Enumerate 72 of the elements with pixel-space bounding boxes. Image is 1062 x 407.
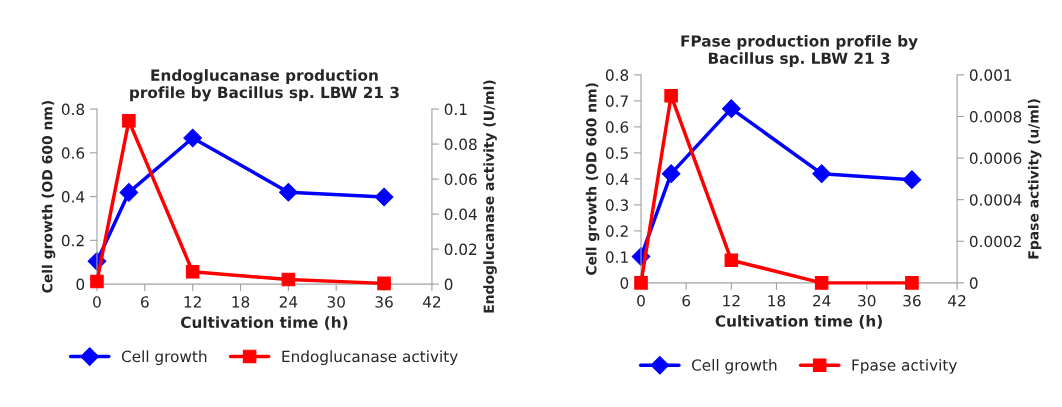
point — [90, 274, 104, 289]
y-tick-label: 0 — [620, 277, 629, 289]
y-tick-label: 0.8 — [605, 69, 629, 81]
x-tick-label: 24 — [279, 296, 298, 308]
x-tick-label: 42 — [948, 294, 966, 307]
legend-label: Endoglucanase activity — [282, 350, 458, 366]
y2-tick-label: 0.0004 — [969, 194, 1022, 206]
y-tick-label: 0.6 — [605, 121, 629, 133]
point — [183, 128, 203, 148]
x-tick-label: 12 — [723, 294, 740, 307]
chart-title: Endoglucanase production profile by Bacillus sp. LBW 21 3 — [130, 69, 399, 102]
y2-tick-label: 0.001 — [969, 69, 1012, 81]
point — [724, 253, 739, 267]
legend-label: Cell growth — [121, 350, 207, 366]
x-tick-label: 24 — [813, 294, 831, 307]
x-tick-label: 18 — [768, 294, 786, 307]
y2-tick-label: 0.08 — [444, 138, 477, 151]
legend-label: Cell growth — [691, 359, 777, 374]
point — [374, 187, 394, 207]
y-tick-label: 0.8 — [61, 103, 85, 116]
point — [814, 276, 829, 290]
y-tick-label: 0 — [76, 278, 85, 291]
y-tick-label: 0.4 — [605, 173, 629, 185]
y2-axis-title: Endoglucanase activity (U/ml) — [483, 80, 497, 313]
point — [122, 114, 136, 128]
y2-tick-label: 0 — [444, 278, 453, 291]
y2-tick-label: 0.02 — [444, 243, 477, 256]
y-axis-title: Cell growth (OD 600 nm) — [41, 101, 56, 293]
x-tick-label: 42 — [422, 296, 441, 308]
point — [185, 265, 200, 279]
point — [664, 88, 678, 103]
y-tick-label: 0.1 — [605, 251, 628, 263]
point — [812, 164, 831, 184]
x-tick-label: 6 — [682, 294, 691, 307]
point — [661, 164, 681, 184]
x-tick-label: 30 — [327, 296, 345, 308]
y-tick-label: 0.6 — [61, 147, 85, 159]
y2-axis-title: Fpase activity (u/ml) — [1027, 99, 1042, 259]
y2-tick-label: 0.0008 — [969, 110, 1022, 123]
y-tick-label: 0.2 — [605, 225, 628, 237]
point — [377, 276, 391, 291]
x-tick-label: 36 — [375, 296, 393, 308]
point — [902, 170, 922, 190]
y-tick-label: 0.3 — [605, 199, 628, 211]
x-tick-label: 12 — [184, 296, 201, 308]
point — [905, 276, 919, 290]
x-tick-label: 0 — [93, 296, 101, 308]
x-axis-title: Cultivation time (h) — [715, 315, 882, 329]
y-tick-label: 0.2 — [61, 234, 84, 247]
y2-tick-label: 0.0006 — [969, 152, 1022, 165]
y2-tick-label: 0 — [969, 277, 978, 289]
x-tick-label: 18 — [232, 296, 250, 308]
y2-tick-label: 0.06 — [444, 173, 477, 186]
y-tick-label: 0.4 — [61, 191, 85, 203]
legend-label: Fpase activity — [852, 359, 957, 374]
y2-tick-label: 0.0002 — [969, 235, 1021, 248]
point — [281, 272, 296, 287]
y-tick-label: 0.7 — [605, 95, 628, 107]
point — [119, 183, 139, 202]
y-axis-title: Cell growth (OD 600 nm) — [585, 83, 600, 275]
x-tick-label: 36 — [903, 294, 921, 307]
chart-title: FPase production profile by Bacillus sp. LBW 21 3 — [681, 34, 918, 67]
x-tick-label: 0 — [637, 294, 645, 307]
point — [721, 99, 741, 119]
point — [279, 182, 298, 202]
x-tick-label: 6 — [141, 296, 149, 308]
y2-tick-label: 0.04 — [444, 208, 477, 221]
point — [634, 276, 648, 290]
y-tick-label: 0.5 — [605, 147, 628, 159]
y2-tick-label: 0.1 — [444, 103, 467, 116]
x-tick-label: 30 — [858, 294, 876, 307]
x-axis-title: Cultivation time (h) — [181, 316, 348, 330]
